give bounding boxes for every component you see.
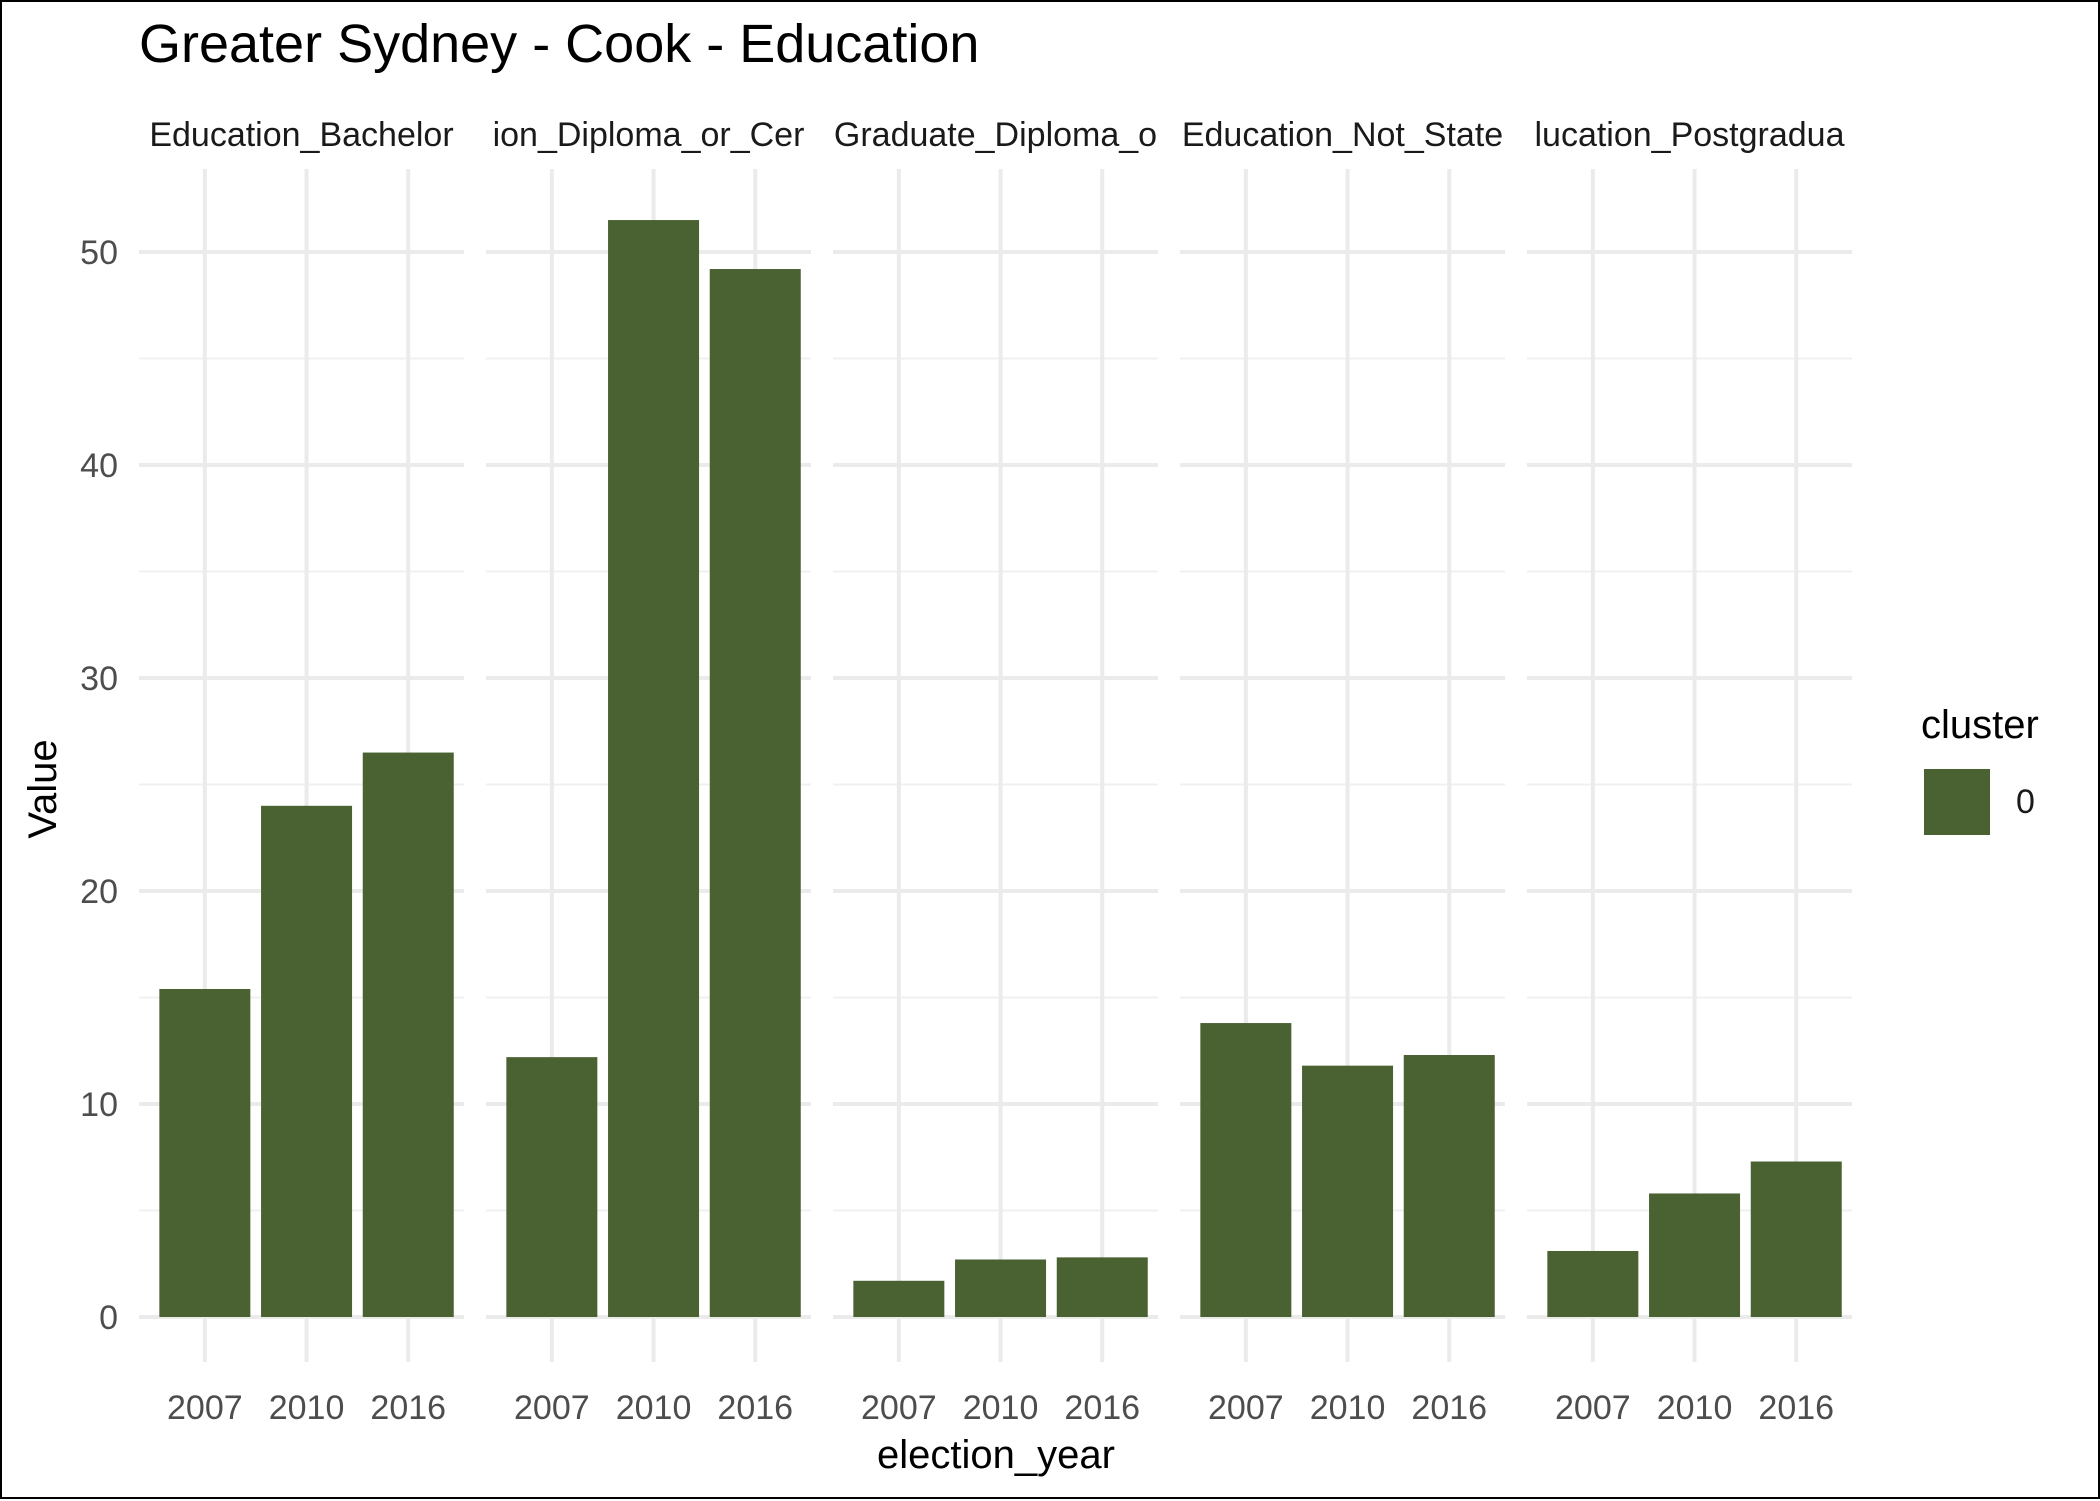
- bar: [1547, 1250, 1639, 1317]
- bar: [1056, 1257, 1148, 1317]
- y-tick-label: 50: [80, 234, 118, 272]
- x-tick-label: 2016: [1411, 1389, 1487, 1427]
- x-tick-label: 2010: [616, 1389, 692, 1427]
- y-tick-label: 10: [80, 1086, 118, 1124]
- y-axis-title: Value: [21, 739, 65, 838]
- y-tick-label: 20: [80, 873, 118, 911]
- y-axis: 0 10 20 30 40 50: [80, 234, 118, 1337]
- legend: cluster 0: [1921, 703, 2039, 835]
- bar: [853, 1280, 945, 1317]
- x-tick-label: 2016: [1758, 1389, 1834, 1427]
- x-tick-label: 2016: [717, 1389, 793, 1427]
- legend-title: cluster: [1921, 703, 2039, 747]
- x-tick-label: 2016: [370, 1389, 446, 1427]
- bar: [709, 269, 801, 1317]
- x-tick-label: 2007: [514, 1389, 590, 1427]
- bar: [608, 220, 700, 1317]
- bar: [362, 752, 454, 1317]
- facet-panel: 2007 2010 2016 ion_Diploma_or_Cer: [486, 116, 811, 1427]
- legend-key-label: 0: [2016, 783, 2035, 821]
- bar: [1649, 1193, 1741, 1317]
- bar: [1302, 1065, 1394, 1317]
- facet-panel: 2007 2010 2016 Graduate_Diploma_o: [833, 116, 1158, 1427]
- facet-panel: 2007 2010 2016 Education_Not_State: [1180, 116, 1505, 1427]
- facet-strip-label: Graduate_Diploma_o: [834, 116, 1157, 154]
- x-tick-label: 2007: [1208, 1389, 1284, 1427]
- bar: [159, 988, 251, 1317]
- bar: [955, 1259, 1047, 1317]
- x-tick-label: 2016: [1064, 1389, 1140, 1427]
- x-tick-label: 2010: [1657, 1389, 1733, 1427]
- x-tick-label: 2007: [167, 1389, 243, 1427]
- bar: [1750, 1161, 1842, 1317]
- y-tick-label: 0: [99, 1299, 118, 1337]
- x-tick-label: 2007: [1555, 1389, 1631, 1427]
- facet-panel: 2007 2010 2016 Education_Bachelor: [139, 116, 464, 1427]
- x-tick-label: 2010: [1310, 1389, 1386, 1427]
- x-axis-title: election_year: [877, 1433, 1115, 1477]
- legend-key-swatch: [1924, 769, 1990, 835]
- bar: [1200, 1023, 1292, 1317]
- facet-panel: 2007 2010 2016 lucation_Postgradua: [1527, 116, 1852, 1427]
- y-tick-label: 30: [80, 660, 118, 698]
- facet-strip-label: Education_Not_State: [1182, 116, 1503, 154]
- x-tick-label: 2007: [861, 1389, 937, 1427]
- bar: [261, 805, 353, 1317]
- x-tick-label: 2010: [963, 1389, 1039, 1427]
- bar: [506, 1057, 598, 1317]
- facet-strip-label: lucation_Postgradua: [1534, 116, 1844, 154]
- y-tick-label: 40: [80, 447, 118, 485]
- bar: [1403, 1055, 1495, 1317]
- facet-strip-label: ion_Diploma_or_Cer: [493, 116, 805, 154]
- x-tick-label: 2010: [269, 1389, 345, 1427]
- chart-title: Greater Sydney - Cook - Education: [139, 14, 979, 74]
- facet-strip-label: Education_Bachelor: [149, 116, 453, 154]
